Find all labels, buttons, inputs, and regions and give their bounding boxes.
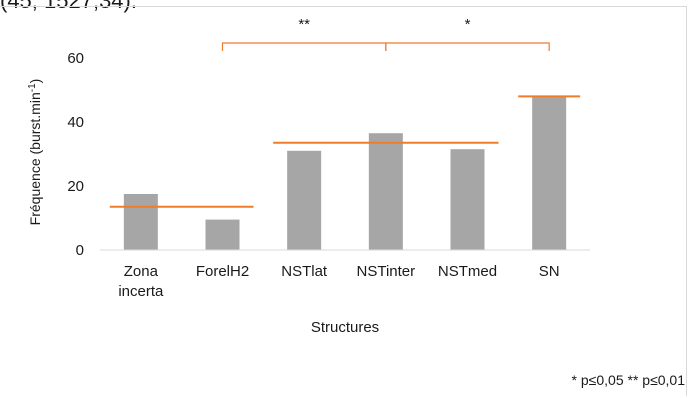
y-tick-label: 60: [67, 50, 84, 67]
x-tick-label: NSTinter: [357, 263, 416, 280]
x-axis-label: Structures: [311, 319, 379, 336]
x-tick-label: ForelH2: [196, 263, 249, 280]
bar-1: [205, 219, 240, 250]
bar-4: [450, 149, 485, 250]
significance-bracket-0: [221, 42, 387, 51]
x-tick-label: Zona incerta: [118, 263, 164, 300]
x-tick-label: NSTlat: [281, 263, 328, 280]
y-tick-label: 0: [76, 242, 84, 259]
significance-label-1: *: [465, 16, 471, 33]
y-tick-label: 40: [67, 114, 84, 131]
bar-2: [287, 150, 322, 250]
x-tick-label: SN: [539, 263, 560, 280]
bar-3: [368, 133, 403, 250]
significance-label-0: **: [298, 16, 310, 33]
significance-footnote: * p≤0,05 ** p≤0,01: [571, 372, 685, 388]
y-axis-label: Fréquence (burst.min-1): [27, 79, 43, 226]
significance-bracket-1: [385, 42, 550, 51]
x-tick-label: NSTmed: [438, 263, 497, 280]
chart-frame: [0, 6, 687, 396]
bar-0: [123, 194, 158, 250]
y-tick-label: 20: [67, 178, 84, 195]
bar-5: [532, 96, 567, 251]
